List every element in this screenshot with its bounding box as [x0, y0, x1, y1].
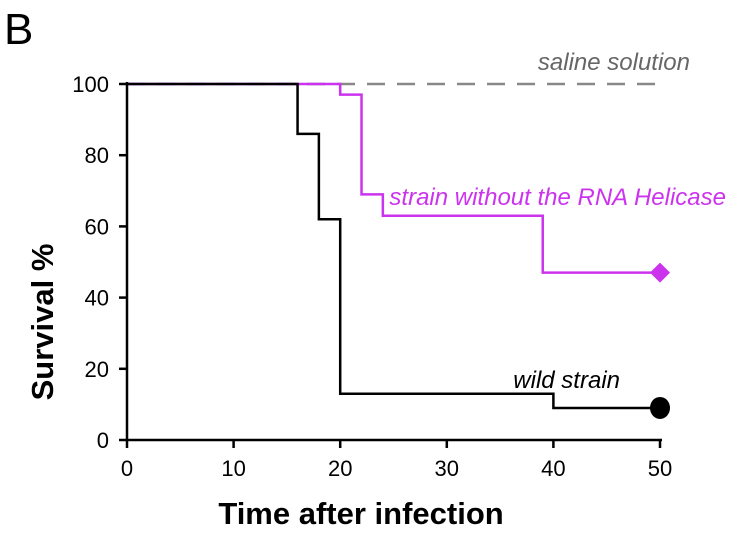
x-tick-label: 40 — [541, 456, 565, 481]
x-tick-label: 10 — [221, 456, 245, 481]
annotation-wild: wild strain — [513, 367, 620, 394]
series-line-mutant — [127, 82, 660, 274]
y-tick-label: 100 — [72, 72, 109, 97]
y-tick-label: 60 — [85, 214, 109, 239]
annotation-saline: saline solution — [538, 49, 690, 76]
x-tick-label: 50 — [648, 456, 672, 481]
series-markers — [650, 262, 670, 419]
x-tick-label: 0 — [121, 456, 133, 481]
plot-lines — [127, 82, 660, 410]
series-marker-mutant — [650, 262, 670, 283]
annotations: saline solution strain without the RNA He… — [389, 49, 726, 394]
axes: 0 10 20 30 40 50 0 20 40 60 80 100 — [72, 72, 672, 481]
x-tick-label: 20 — [328, 456, 352, 481]
annotation-mutant: strain without the RNA Helicase — [389, 184, 726, 211]
y-tick-label: 20 — [85, 357, 109, 382]
y-tick-label: 40 — [85, 286, 109, 311]
y-axis-title: Survival % — [25, 244, 60, 401]
y-tick-label: 80 — [85, 143, 109, 168]
panel-letter: B — [4, 5, 33, 54]
y-tick-label: 0 — [97, 428, 109, 453]
series-marker-wild — [650, 396, 670, 419]
series-line-wild — [127, 82, 660, 410]
x-axis-title: Time after infection — [218, 496, 503, 531]
x-tick-label: 30 — [435, 456, 459, 481]
